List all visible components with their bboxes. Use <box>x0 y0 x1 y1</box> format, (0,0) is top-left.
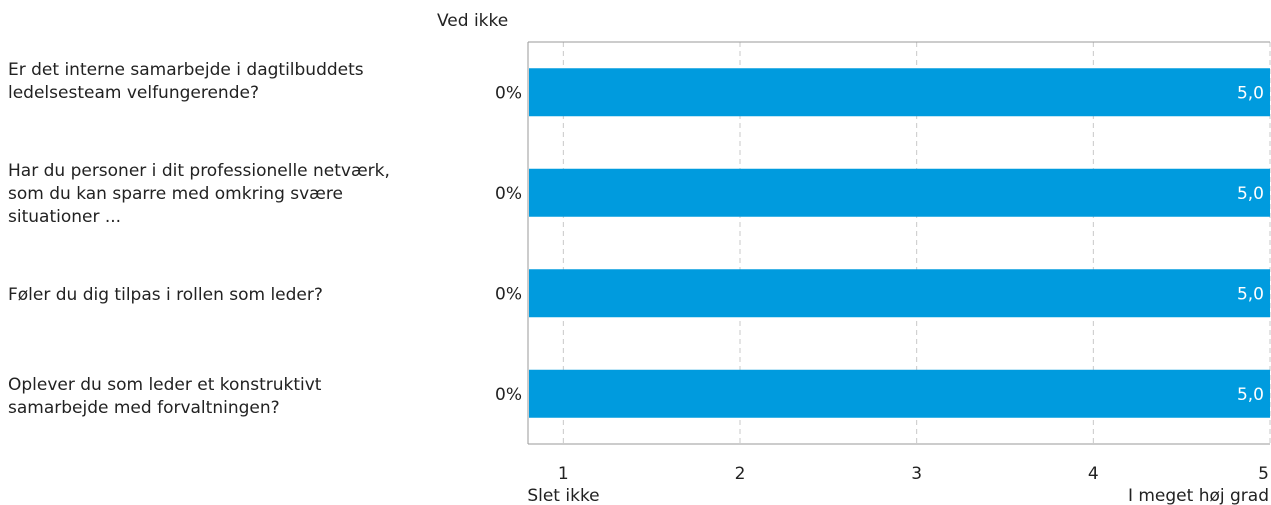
x-min-label: Slet ikke <box>527 486 599 505</box>
bar-value-label-1: 5,0 <box>1237 83 1264 103</box>
ved-ikke-percent-3: 0% <box>495 284 522 304</box>
x-tick-label-3: 3 <box>911 464 922 484</box>
question-label-2: Har du personer i dit professionelle net… <box>8 161 390 227</box>
bar-3 <box>529 269 1270 318</box>
question-label-4: Oplever du som leder et konstruktivt sam… <box>8 375 322 418</box>
x-tick-label-5: 5 <box>1258 464 1269 484</box>
x-tick-label-2: 2 <box>735 464 746 484</box>
bar-value-label-3: 5,0 <box>1237 284 1264 304</box>
question-label-1: Er det interne samarbejde i dagtilbuddet… <box>8 60 364 103</box>
bar-value-label-4: 5,0 <box>1237 385 1264 405</box>
question-label-3: Føler du dig tilpas i rollen som leder? <box>8 285 323 305</box>
bar-value-label-2: 5,0 <box>1237 184 1264 204</box>
ved-ikke-percent-4: 0% <box>495 385 522 405</box>
bar-2 <box>529 168 1270 217</box>
x-tick-label-1: 1 <box>558 464 569 484</box>
ved-ikke-percent-2: 0% <box>495 184 522 204</box>
x-tick-label-4: 4 <box>1088 464 1099 484</box>
ved-ikke-percent-1: 0% <box>495 83 522 103</box>
ved-ikke-header: Ved ikke <box>437 11 509 31</box>
x-max-label: I meget høj grad <box>1128 486 1269 505</box>
bar-4 <box>529 369 1270 418</box>
bar-1 <box>529 68 1270 117</box>
